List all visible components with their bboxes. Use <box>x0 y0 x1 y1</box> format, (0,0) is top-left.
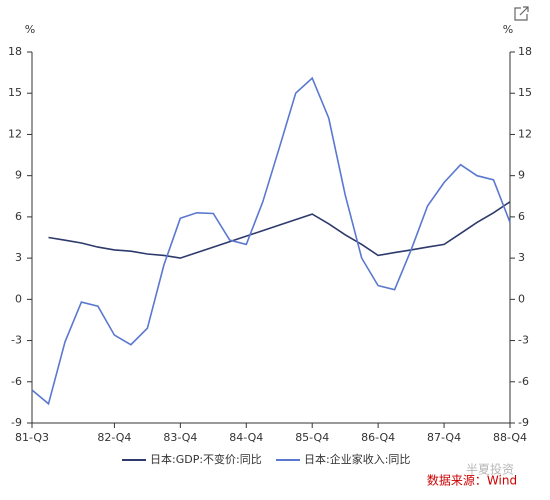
y-tick-label: 3 <box>15 251 22 264</box>
y2-tick-label: -9 <box>518 416 529 429</box>
y-tick-label: 18 <box>8 45 22 58</box>
x-tick-label: 81-Q3 <box>15 431 49 444</box>
y-tick-label: 9 <box>15 169 22 182</box>
x-tick-label: 84-Q4 <box>229 431 263 444</box>
y-tick-label: 15 <box>8 86 22 99</box>
expand-icon[interactable] <box>514 6 529 21</box>
y2-unit: % <box>503 23 513 36</box>
y-unit: % <box>25 23 35 36</box>
x-tick-label: 86-Q4 <box>361 431 395 444</box>
expand-arrow[interactable] <box>519 6 529 16</box>
x-tick-label: 85-Q4 <box>295 431 329 444</box>
x-tick-label: 82-Q4 <box>97 431 131 444</box>
source-note: 数据来源：Wind <box>427 473 517 488</box>
y2-tick-label: 0 <box>518 292 525 305</box>
series-line <box>31 76 511 406</box>
expand-frame[interactable] <box>514 7 528 21</box>
series-line <box>48 201 511 259</box>
y-tick-label: 12 <box>8 127 22 140</box>
y2-tick-label: -3 <box>518 334 529 347</box>
y2-tick-label: 15 <box>518 86 532 99</box>
y-tick-label: 0 <box>15 292 22 305</box>
y2-tick-label: 6 <box>518 210 525 223</box>
y2-tick-label: 9 <box>518 169 525 182</box>
y-tick-label: 6 <box>15 210 22 223</box>
watermark: 半夏投资 <box>466 462 514 477</box>
y-tick-label: -3 <box>11 334 22 347</box>
y-tick-label: -6 <box>11 375 22 388</box>
x-tick-label: 83-Q4 <box>163 431 197 444</box>
legend-label: 日本:GDP:不变价:同比 <box>150 452 262 466</box>
y2-tick-label: -6 <box>518 375 529 388</box>
y2-tick-label: 12 <box>518 127 532 140</box>
legend-label: 日本:企业家收入:同比 <box>304 452 410 466</box>
x-tick-label: 87-Q4 <box>427 431 461 444</box>
y2-tick-label: 3 <box>518 251 525 264</box>
y-tick-label: -9 <box>11 416 22 429</box>
y2-tick-label: 18 <box>518 45 532 58</box>
x-tick-label: 88-Q4 <box>493 431 527 444</box>
